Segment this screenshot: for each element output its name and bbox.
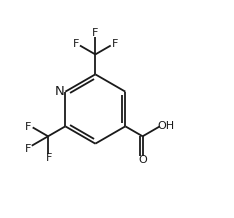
Text: F: F bbox=[25, 122, 32, 132]
Text: F: F bbox=[46, 153, 52, 163]
Text: F: F bbox=[25, 144, 31, 154]
Text: F: F bbox=[73, 39, 79, 49]
Text: F: F bbox=[92, 28, 99, 38]
Text: F: F bbox=[112, 39, 118, 49]
Text: OH: OH bbox=[158, 121, 175, 131]
Text: O: O bbox=[138, 155, 147, 165]
Text: N: N bbox=[55, 85, 65, 97]
